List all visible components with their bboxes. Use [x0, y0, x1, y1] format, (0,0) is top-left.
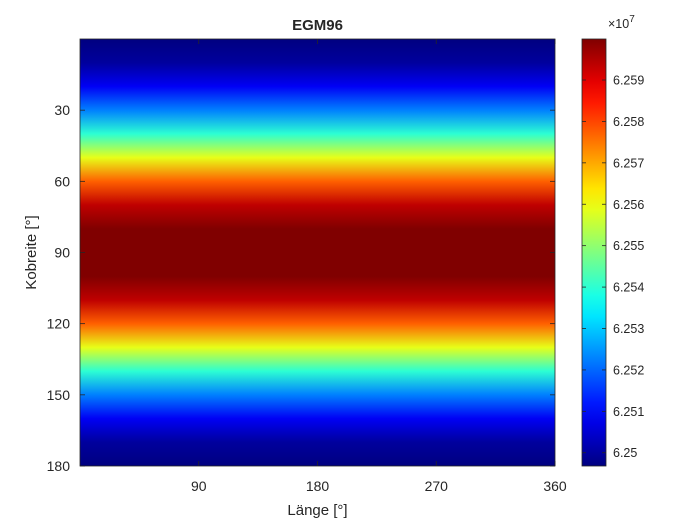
- y-tick-label: 150: [47, 387, 71, 403]
- chart-title: EGM96: [292, 17, 343, 34]
- colorbar-tick-label: 6.252: [613, 363, 644, 377]
- colorbar-tick-label: 6.257: [613, 156, 644, 170]
- x-axis-label: Länge [°]: [287, 502, 347, 519]
- colorbar-exponent: ×107: [608, 14, 635, 31]
- y-tick-label: 60: [54, 173, 70, 189]
- x-tick-label: 180: [306, 478, 330, 494]
- y-tick-label: 180: [47, 458, 71, 474]
- x-tick-label: 360: [543, 478, 567, 494]
- colorbar-ticks: 6.25 6.251 6.252 6.253 6.254 6.255 6.256 6.257 6…: [582, 74, 644, 460]
- colorbar-tick-label: 6.256: [613, 198, 644, 212]
- colorbar-tick-label: 6.258: [613, 115, 644, 129]
- colorbar-exponent-power: 7: [629, 14, 635, 25]
- y-tick-label: 30: [54, 102, 70, 118]
- colorbar-frame: [581, 38, 607, 467]
- colorbar-tick-label: 6.255: [613, 239, 644, 253]
- y-tick-label: 120: [47, 316, 71, 332]
- heatmap-field: [80, 39, 555, 466]
- colorbar-strip: [582, 39, 606, 466]
- colorbar-tick-label: 6.254: [613, 281, 644, 295]
- colorbar: 6.25 6.251 6.252 6.253 6.254 6.255 6.256 6.257 6…: [581, 14, 644, 467]
- colorbar-tick-label: 6.25: [613, 446, 637, 460]
- colorbar-exponent-base: ×10: [608, 17, 629, 31]
- x-tick-label: 270: [425, 478, 449, 494]
- y-axis-ticks: 30 60 90 120 150 180: [47, 102, 555, 474]
- colorbar-tick-label: 6.259: [613, 74, 644, 88]
- plot-frame: [79, 38, 556, 467]
- x-tick-label: 90: [191, 478, 207, 494]
- y-tick-label: 90: [54, 245, 70, 261]
- colorbar-tick-label: 6.253: [613, 322, 644, 336]
- plot-area: 90 180 270 360 30 60 90 120 150 180: [47, 38, 567, 494]
- y-axis-label: Kobreite [°]: [23, 215, 40, 289]
- colorbar-tick-label: 6.251: [613, 405, 644, 419]
